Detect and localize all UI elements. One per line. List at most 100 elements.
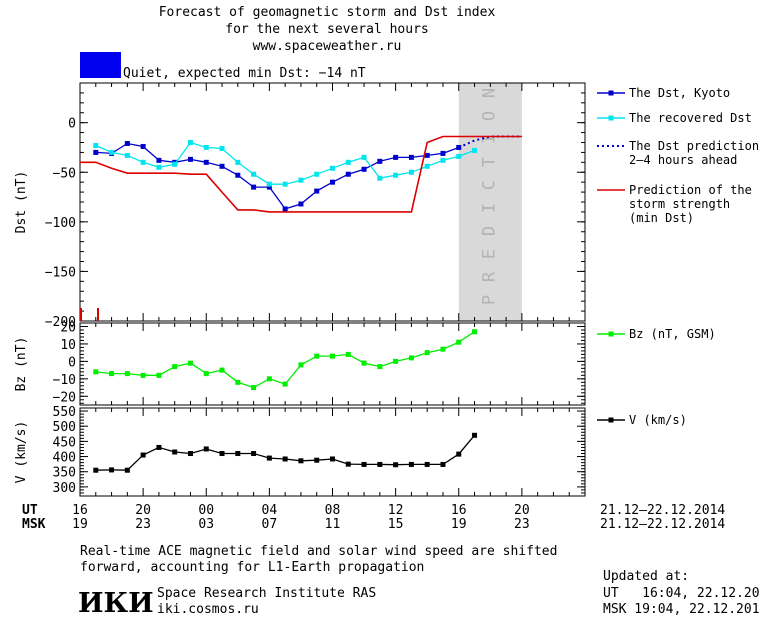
legend-entry: Bz (nT, GSM) [597,327,716,341]
institute-site[interactable]: iki.cosmos.ru [157,602,259,617]
series-point [124,152,130,158]
series-point [124,140,130,146]
prediction-band-letter: D [479,226,499,236]
legend-marker [608,417,614,423]
series-point [361,360,367,366]
chart-url[interactable]: www.spaceweather.ru [253,39,402,54]
series-point [156,164,162,170]
series-point [440,150,446,156]
series-point [472,329,478,335]
series-point [408,461,414,467]
status-color-swatch [80,52,121,78]
series-point [424,152,430,158]
ut-tick-label: 16 [451,503,467,518]
legend-entry: The Dst, Kyoto [597,86,730,100]
series-point [314,171,320,177]
ut-tick-label: 20 [135,503,151,518]
legend-label: The Dst prediction [629,139,759,153]
series-point [187,140,193,145]
series-point [314,188,320,194]
updated-ut: UT 16:04, 22.12.2014 [603,586,760,601]
series-point [187,451,193,457]
series-point [266,455,272,461]
series-point [472,147,478,153]
msk-tick-label: 19 [451,517,467,532]
updated-label: Updated at: [603,569,689,584]
y-axis-label: Bz (nT) [14,337,29,392]
msk-tick-label: 03 [198,517,214,532]
series-point [140,452,146,458]
series-point [424,163,430,169]
series-point [393,172,399,178]
legend-entry: The recovered Dst [597,111,752,125]
msk-tick-label: 23 [135,517,151,532]
series-point [361,154,367,160]
series-point [282,456,288,462]
series-point [298,458,304,464]
chart-title-line1: Forecast of geomagnetic storm and Dst in… [159,5,496,20]
series-point [393,154,399,160]
status-text: Quiet, expected min Dst: −14 nT [123,66,366,81]
series-point [282,181,288,187]
legend-label: Prediction of the [629,183,752,197]
y-tick-label: −200 [45,315,76,330]
panel-2: 20 10 0 −10 −20 Bz (nT) Bz (nT, GSM) [14,320,716,406]
y-tick-label: −50 [53,166,76,181]
series-point [298,201,304,207]
series-point [345,351,351,357]
series-point [156,157,162,163]
ut-tick-label: 00 [198,503,214,518]
y-tick-label: 300 [53,481,76,496]
time-axis: UT MSK 21.12–22.12.2014 21.12–22.12.2014… [22,503,725,532]
series-point [345,461,351,467]
series-point [377,364,383,370]
ut-date-range: 21.12–22.12.2014 [600,503,725,518]
series-point [156,444,162,450]
series-point [330,353,335,359]
series-point [266,184,272,190]
series-point [251,171,257,177]
legend-label: 2–4 hours ahead [629,153,737,167]
y-tick-label: 350 [53,466,76,481]
series-point [251,385,257,391]
series-line [80,135,522,213]
prediction-band [458,83,522,321]
series-line [95,434,475,471]
series-point [298,362,304,368]
series-point [424,350,430,356]
series-point [330,456,335,462]
series-point [408,154,414,160]
series-point [93,142,99,148]
chart-title-line2: for the next several hours [225,22,429,37]
y-tick-label: 20 [60,320,76,335]
series-point [156,372,162,378]
y-tick-label: −20 [53,390,76,405]
panel-frame [79,322,586,406]
series-point [377,461,383,467]
ut-tick-label: 04 [262,503,278,518]
series-point [235,172,241,178]
msk-tick-label: 11 [325,517,341,532]
y-tick-label: 10 [60,338,76,353]
y-axis-label: V (km/s) [14,421,29,484]
ut-tick-label: 12 [388,503,404,518]
series-point [377,158,383,164]
y-tick-label: −10 [53,373,76,388]
prediction-band-letter: T [479,157,499,167]
series-point [124,371,130,377]
y-tick-label: −100 [45,216,76,231]
series-point [187,360,193,366]
series-point [393,462,399,468]
series [458,135,522,149]
ut-tick-label: 20 [514,503,530,518]
series-point [456,153,462,159]
series-line [458,135,522,149]
series [93,140,478,187]
series-point [124,467,130,473]
prediction-band-letter: E [479,249,499,259]
msk-tick-label: 07 [262,517,278,532]
series-point [408,355,414,361]
